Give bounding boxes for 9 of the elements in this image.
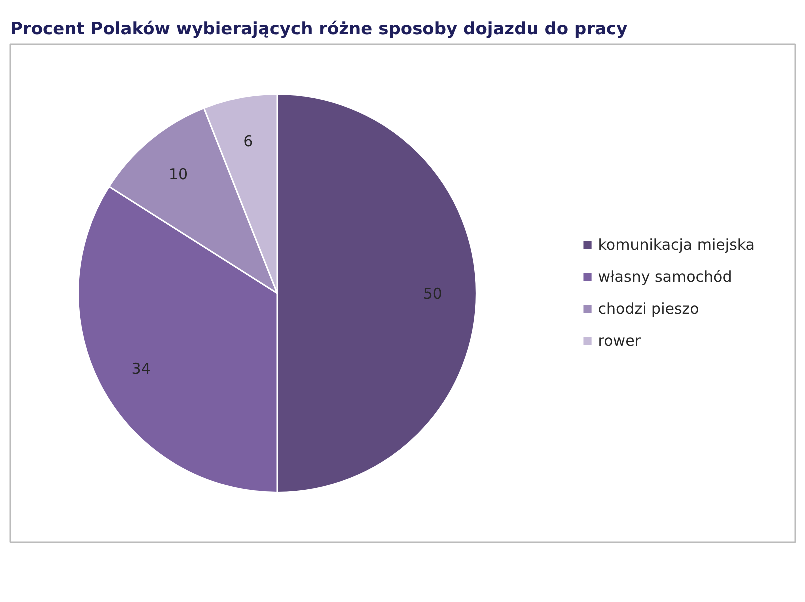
data-label: 6: [244, 132, 254, 150]
legend-label: komunikacja miejska: [598, 236, 755, 254]
legend-label: chodzi pieszo: [598, 300, 700, 318]
legend-label: rower: [598, 332, 641, 350]
data-label: 34: [132, 360, 151, 378]
legend-label: własny samochód: [598, 268, 732, 286]
data-label: 10: [168, 165, 188, 184]
chart-title: Procent Polaków wybierających różne sposoby dojazdu do pracy: [10, 20, 628, 40]
data-label: 50: [423, 285, 442, 303]
